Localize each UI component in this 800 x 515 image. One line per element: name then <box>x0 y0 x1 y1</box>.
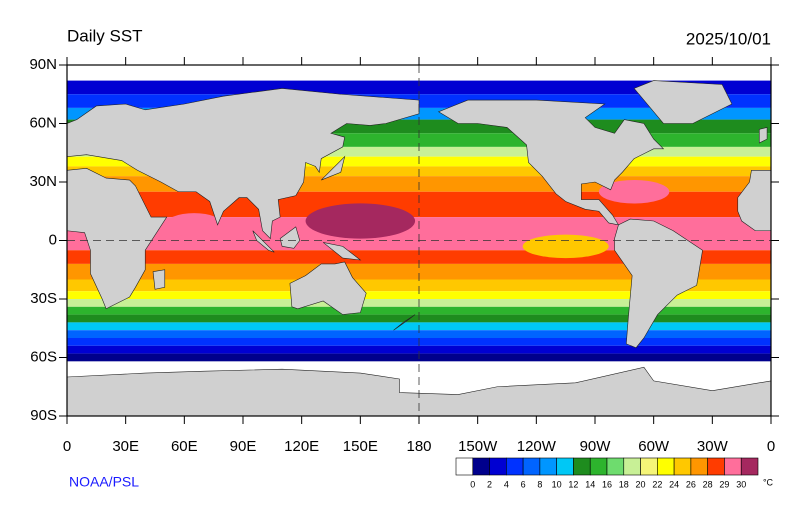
colorbar-label: 12 <box>568 479 578 489</box>
colorbar-label: 18 <box>619 479 629 489</box>
colorbar-label: 22 <box>652 479 662 489</box>
colorbar-box <box>489 457 507 476</box>
lon-label: 150W <box>458 438 498 455</box>
sst-band <box>67 306 771 315</box>
colorbar-label: 26 <box>686 479 696 489</box>
colorbar-label: 6 <box>521 479 526 489</box>
lon-label: 60W <box>638 438 670 455</box>
land <box>152 269 166 290</box>
colorbar-box <box>707 457 725 476</box>
land <box>279 226 301 249</box>
date: 2025/10/01 <box>686 29 771 48</box>
land <box>614 218 703 349</box>
sst-patch <box>164 213 224 237</box>
land <box>67 366 771 416</box>
lat-label: 30S <box>30 290 57 307</box>
colorbar-box <box>724 457 742 476</box>
colorbar-box <box>573 457 591 476</box>
land <box>393 314 416 331</box>
lon-label: 120W <box>517 438 557 455</box>
map-area <box>67 65 771 416</box>
colorbar-label: 2 <box>487 479 492 489</box>
sst-band <box>67 263 771 280</box>
lat-label: 30N <box>29 173 57 190</box>
colorbar-box <box>472 457 490 476</box>
colorbar-label: 28 <box>703 479 713 489</box>
colorbar-label: 14 <box>585 479 595 489</box>
colorbar-box <box>673 457 692 476</box>
sst-patch <box>598 180 670 204</box>
colorbar-label: 0 <box>470 479 475 489</box>
lon-label: 0 <box>63 438 71 455</box>
land <box>252 230 275 253</box>
axes: 90N 60N 30N 0 30S 60S 90S 0 30E 60E 90E 120E 150E 180… <box>29 56 779 455</box>
land <box>67 88 420 240</box>
land <box>437 99 665 226</box>
lon-label: 180 <box>406 438 431 455</box>
credit: NOAA/PSL <box>69 474 139 490</box>
lon-label: 0 <box>767 438 775 455</box>
lat-label: 60N <box>29 114 57 131</box>
colorbar-label: 30 <box>736 479 746 489</box>
lon-label: 90W <box>580 438 612 455</box>
colorbar-label: 4 <box>504 479 509 489</box>
lon-label: 30E <box>112 438 139 455</box>
colorbar: 0 2 4 6 8 10 12 14 16 18 20 22 24 26 28 29 30 °C <box>455 457 774 489</box>
sst-band <box>67 291 771 299</box>
land <box>322 242 362 261</box>
colorbar-box <box>657 457 675 476</box>
sst-band <box>67 80 771 95</box>
colorbar-box <box>522 457 541 476</box>
colorbar-label: 10 <box>552 479 562 489</box>
lat-label: 0 <box>49 231 57 248</box>
land <box>321 155 346 181</box>
colorbar-label: 24 <box>669 479 679 489</box>
sst-band <box>67 146 771 157</box>
land <box>289 261 367 315</box>
sst-band <box>67 279 771 292</box>
colorbar-box <box>556 457 574 476</box>
land <box>633 80 733 124</box>
lon-label: 150E <box>343 438 378 455</box>
colorbar-box <box>623 457 641 476</box>
land <box>67 168 168 310</box>
lat-label: 90S <box>30 407 57 424</box>
sst-patch <box>522 234 609 259</box>
colorbar-label: 8 <box>537 479 542 489</box>
sst-band <box>67 345 771 354</box>
colorbar-box <box>506 457 524 476</box>
colorbar-box <box>690 457 708 476</box>
lon-label: 90E <box>230 438 257 455</box>
colorbar-box <box>539 457 557 476</box>
colorbar-label: 16 <box>602 479 612 489</box>
colorbar-box <box>455 457 474 476</box>
lon-label: 120E <box>284 438 319 455</box>
land <box>737 170 771 232</box>
colorbar-box <box>740 457 759 476</box>
colorbar-box <box>606 457 625 476</box>
colorbar-box <box>589 457 608 476</box>
colorbar-label: 29 <box>719 479 729 489</box>
lon-label: 60E <box>171 438 198 455</box>
lon-label: 30W <box>697 438 729 455</box>
colorbar-unit: °C <box>763 477 774 487</box>
colorbar-box <box>640 457 658 476</box>
land <box>758 127 768 144</box>
title: Daily SST <box>67 26 143 45</box>
lat-label: 90N <box>29 56 57 73</box>
sst-band <box>67 330 771 338</box>
lat-label: 60S <box>30 348 57 365</box>
sst-patch <box>305 203 416 239</box>
colorbar-label: 20 <box>636 479 646 489</box>
